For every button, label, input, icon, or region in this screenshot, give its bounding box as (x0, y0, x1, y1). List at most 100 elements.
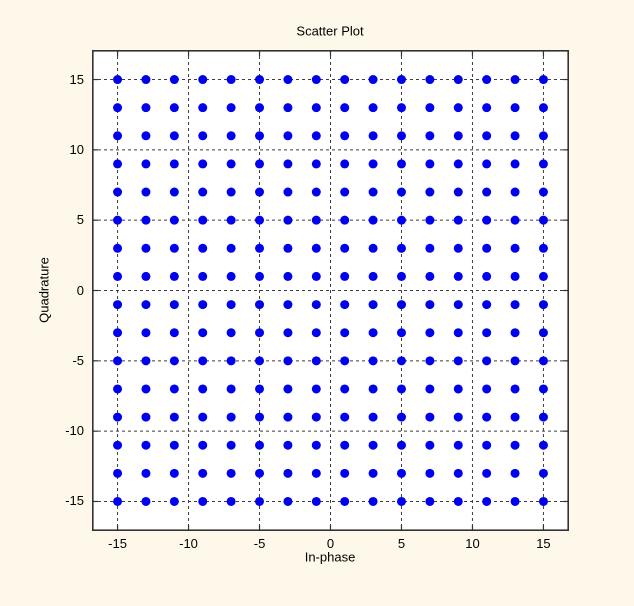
data-point (226, 300, 236, 310)
data-point (169, 215, 179, 225)
data-point (226, 271, 236, 281)
data-point (510, 468, 520, 478)
data-point (368, 131, 378, 141)
data-point (198, 159, 208, 169)
data-point (340, 75, 350, 85)
data-point (255, 159, 265, 169)
data-point (113, 328, 123, 338)
data-point (169, 496, 179, 506)
data-point (510, 103, 520, 113)
data-point (283, 328, 293, 338)
data-point (453, 75, 463, 85)
data-point (538, 271, 548, 281)
data-point (311, 384, 321, 394)
data-point (169, 356, 179, 366)
data-point (510, 496, 520, 506)
data-point (226, 328, 236, 338)
data-point (169, 75, 179, 85)
data-point (169, 131, 179, 141)
data-point (226, 384, 236, 394)
data-point (453, 215, 463, 225)
data-point (396, 384, 406, 394)
data-point (340, 271, 350, 281)
data-point (425, 496, 435, 506)
data-point (368, 300, 378, 310)
data-point (255, 271, 265, 281)
data-point (283, 468, 293, 478)
data-point (510, 243, 520, 253)
data-point (453, 356, 463, 366)
data-point (283, 215, 293, 225)
data-point (113, 271, 123, 281)
data-point (510, 356, 520, 366)
x-axis-label: In-phase (304, 549, 356, 565)
data-point (510, 159, 520, 169)
data-point (113, 75, 123, 85)
data-point (169, 103, 179, 113)
data-point (538, 131, 548, 141)
data-point (425, 300, 435, 310)
data-point (482, 412, 492, 422)
data-point (340, 243, 350, 253)
data-point (141, 356, 151, 366)
data-point (368, 187, 378, 197)
data-point (113, 356, 123, 366)
data-point (482, 440, 492, 450)
data-point (169, 468, 179, 478)
data-point (311, 243, 321, 253)
data-point (283, 496, 293, 506)
data-point (283, 440, 293, 450)
data-point (226, 131, 236, 141)
axes-border (92, 50, 569, 531)
data-point (141, 103, 151, 113)
data-point (453, 328, 463, 338)
data-point (538, 215, 548, 225)
data-point (538, 328, 548, 338)
data-point (198, 384, 208, 394)
data-point (141, 440, 151, 450)
data-point (340, 103, 350, 113)
data-point (425, 215, 435, 225)
data-point (510, 187, 520, 197)
data-point (169, 159, 179, 169)
data-point (453, 496, 463, 506)
data-point (141, 468, 151, 478)
data-point (255, 131, 265, 141)
data-point (311, 468, 321, 478)
data-point (311, 215, 321, 225)
data-point (396, 440, 406, 450)
data-point (425, 328, 435, 338)
y-tick-label: 15 (69, 71, 84, 87)
data-point (169, 384, 179, 394)
data-point (283, 271, 293, 281)
data-point (482, 300, 492, 310)
data-point (396, 103, 406, 113)
data-point (368, 271, 378, 281)
y-tick-label: 10 (69, 141, 84, 157)
y-tick-label: -10 (65, 423, 84, 439)
data-point (368, 356, 378, 366)
data-point (311, 328, 321, 338)
data-point (368, 103, 378, 113)
data-point (482, 356, 492, 366)
data-point (198, 468, 208, 478)
data-point (255, 75, 265, 85)
data-point (510, 412, 520, 422)
data-point (396, 243, 406, 253)
data-point (510, 384, 520, 394)
data-point (283, 103, 293, 113)
data-point (198, 440, 208, 450)
data-point (141, 159, 151, 169)
data-point (482, 215, 492, 225)
data-point (453, 243, 463, 253)
data-point (141, 75, 151, 85)
data-point (311, 271, 321, 281)
data-point (198, 496, 208, 506)
data-point (453, 300, 463, 310)
data-point (283, 384, 293, 394)
data-point (226, 412, 236, 422)
data-point (113, 412, 123, 422)
data-point (198, 75, 208, 85)
data-point (482, 159, 492, 169)
